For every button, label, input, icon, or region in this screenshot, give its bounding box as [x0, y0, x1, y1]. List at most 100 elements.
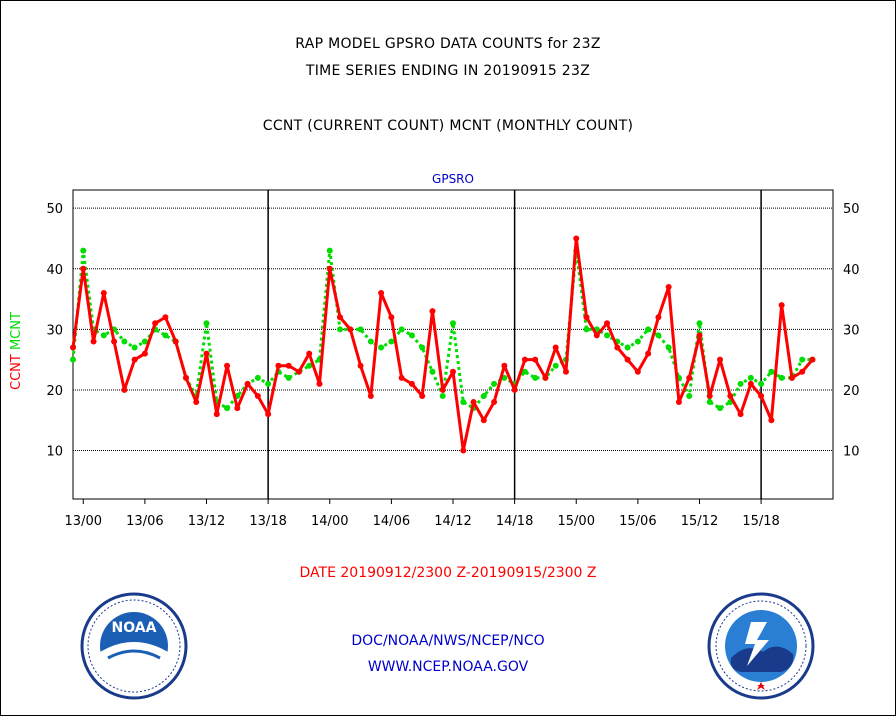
ccnt-point [686, 374, 693, 381]
ccnt-point [141, 350, 148, 357]
ccnt-point [213, 411, 220, 418]
mcnt-point [768, 368, 775, 375]
ccnt-point [439, 386, 446, 393]
ccnt-point [675, 399, 682, 406]
mcnt-point [80, 247, 87, 254]
y-tick-label-left: 30 [46, 323, 63, 338]
footer-org: DOC/NOAA/NWS/NCEP/NCO [351, 633, 545, 649]
y-tick-label-right: 20 [843, 384, 860, 399]
mcnt-point [604, 332, 611, 339]
ccnt-point [706, 393, 713, 399]
svg-text:NOAA: NOAA [112, 620, 157, 636]
x-tick-label: 15/18 [742, 514, 779, 529]
mcnt-point [141, 338, 148, 345]
ccnt-point [378, 290, 385, 296]
ccnt-point [573, 235, 580, 242]
y-tick-label-left: 10 [46, 445, 63, 460]
ccnt-point [244, 380, 251, 387]
ccnt-point [788, 374, 795, 381]
title-line-2: TIME SERIES ENDING IN 20190915 23Z [305, 63, 591, 79]
y-axis-label: CCNT MCNT [9, 312, 24, 390]
ccnt-point [357, 362, 364, 369]
ccnt-point [337, 314, 344, 321]
ccnt-line [71, 236, 814, 453]
y-tick-label-right: 10 [843, 445, 860, 460]
y-tick-label-right: 40 [843, 263, 860, 278]
mcnt-point [624, 344, 631, 351]
ccnt-point [152, 320, 159, 327]
ccnt-point [316, 380, 323, 387]
national-weather-service-logo [707, 592, 815, 700]
mcnt-point [706, 399, 713, 406]
mcnt-point [419, 344, 426, 351]
title-line-1: RAP MODEL GPSRO DATA COUNTS for 23Z [295, 36, 601, 52]
ccnt-point [696, 332, 703, 339]
y-tick-label-left: 50 [46, 202, 63, 217]
x-tick-label: 13/00 [65, 514, 102, 529]
ccnt-point [70, 344, 76, 351]
mcnt-point [799, 356, 806, 363]
ccnt-point [100, 290, 107, 296]
ccnt-point [717, 356, 724, 363]
mcnt-point [655, 332, 662, 339]
mcnt-point [398, 326, 405, 333]
ccnt-point [758, 393, 765, 399]
ccnt-point [193, 399, 200, 406]
ccnt-point [429, 308, 436, 315]
ccnt-point [727, 393, 734, 399]
mcnt-point [100, 332, 107, 339]
ccnt-point [470, 399, 477, 406]
ccnt-point [450, 368, 456, 375]
y-axis-label-mcnt: MCNT [9, 312, 24, 354]
ccnt-point [265, 411, 272, 418]
mcnt-point [634, 338, 641, 345]
plot-area [72, 189, 834, 500]
mcnt-point [357, 326, 364, 333]
ccnt-point [111, 338, 118, 345]
ccnt-point [799, 368, 806, 375]
x-tick-label: 15/12 [681, 514, 718, 529]
mcnt-point [70, 356, 76, 363]
ccnt-point [347, 326, 354, 333]
mcnt-point [224, 405, 231, 412]
ccnt-point [398, 374, 405, 381]
mcnt-point [552, 362, 559, 369]
x-tick-label: 14/06 [373, 514, 410, 529]
ccnt-point [511, 386, 518, 393]
y-tick-label-left: 20 [46, 384, 63, 399]
mcnt-point [737, 380, 744, 387]
mcnt-point [367, 338, 374, 345]
y-tick-label-left: 40 [46, 263, 63, 278]
mcnt-point [439, 393, 446, 399]
ccnt-point [768, 417, 775, 424]
y-axis-label-ccnt: CCNT [9, 354, 24, 390]
mcnt-point [450, 320, 456, 327]
mcnt-point [306, 362, 313, 369]
ccnt-point [593, 332, 600, 339]
x-tick-label: 13/12 [188, 514, 225, 529]
mcnt-point [532, 374, 539, 381]
ccnt-point [275, 362, 282, 369]
subtitle: CCNT (CURRENT COUNT) MCNT (MONTHLY COUNT… [262, 118, 634, 134]
mcnt-point [778, 374, 785, 381]
ccnt-point [634, 368, 641, 375]
mcnt-point [285, 374, 292, 381]
ccnt-point [778, 302, 785, 309]
ccnt-point [460, 447, 467, 454]
ccnt-point [408, 380, 415, 387]
mcnt-point [121, 338, 128, 345]
mcnt-point [254, 374, 261, 381]
ccnt-point [552, 344, 559, 351]
ccnt-point [162, 314, 169, 321]
ccnt-point [645, 350, 652, 357]
mcnt-point [203, 320, 210, 327]
ccnt-point [306, 350, 313, 357]
mcnt-point [326, 247, 333, 254]
footer-url: WWW.NCEP.NOAA.GOV [367, 659, 529, 675]
noaa-logo: NOAA [80, 592, 188, 700]
mcnt-point [408, 332, 415, 339]
ccnt-point [655, 314, 662, 321]
x-tick-label: 14/00 [311, 514, 348, 529]
ccnt-point [80, 265, 87, 272]
